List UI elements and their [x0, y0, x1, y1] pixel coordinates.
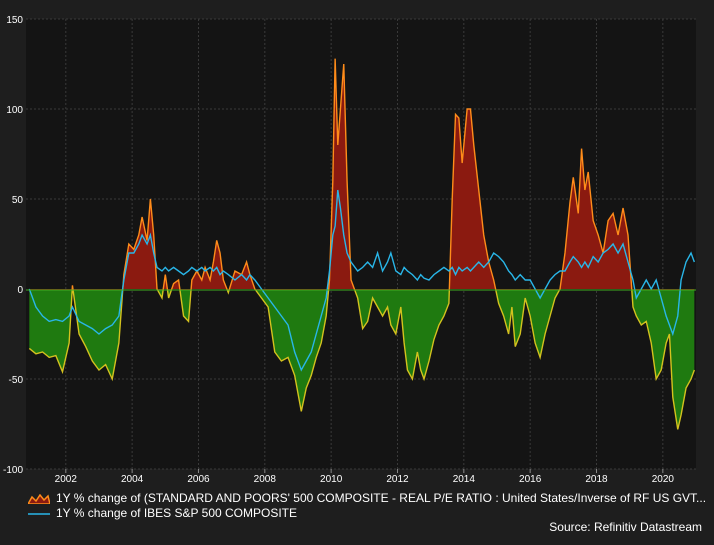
x-tick-label: 2008 [254, 474, 277, 485]
y-tick-label: -50 [9, 375, 24, 386]
y-tick-label: -100 [3, 465, 23, 476]
series-pe-ratio-positive-area [29, 58, 695, 290]
series-lines [28, 58, 695, 430]
source-note: Source: Refinitiv Datastream [549, 520, 702, 534]
y-tick-label: 0 [17, 285, 23, 296]
legend-label-ibes: 1Y % change of IBES S&P 500 COMPOSITE [56, 506, 298, 520]
x-tick-label: 2018 [585, 474, 608, 485]
series-pe-ratio-negative-area [29, 290, 695, 430]
series-ibes-line [28, 189, 695, 372]
x-tick-label: 2016 [519, 474, 542, 485]
x-tick-label: 2014 [453, 474, 476, 485]
x-tick-label: 2004 [121, 474, 144, 485]
x-tick-label: 2002 [55, 474, 78, 485]
y-tick-label: 150 [6, 15, 23, 26]
legend-item-pe-ratio: 1Y % change of (STANDARD AND POORS' 500 … [26, 491, 707, 505]
y-tick-label: 50 [12, 195, 24, 206]
x-tick-label: 2012 [386, 474, 409, 485]
series-fills [29, 58, 695, 430]
y-axis-ticks: -100 -50 0 50 100 150 [3, 15, 23, 476]
x-axis-ticks: 2002 2004 2006 2008 2010 2012 2014 2016 2018 2020 [55, 469, 675, 485]
series-pe-ratio-line-positive [71, 58, 633, 290]
legend-item-ibes: 1Y % change of IBES S&P 500 COMPOSITE [28, 506, 297, 520]
x-tick-label: 2006 [187, 474, 210, 485]
legend-swatch-ibes [28, 508, 50, 518]
legend-label-pe-ratio: 1Y % change of (STANDARD AND POORS' 500 … [56, 491, 707, 505]
x-tick-label: 2010 [320, 474, 343, 485]
series-pe-ratio-line-negative [28, 290, 695, 430]
y-tick-label: 100 [6, 105, 23, 116]
x-tick-label: 2020 [652, 474, 675, 485]
legend-swatch-pe-ratio [26, 493, 51, 505]
